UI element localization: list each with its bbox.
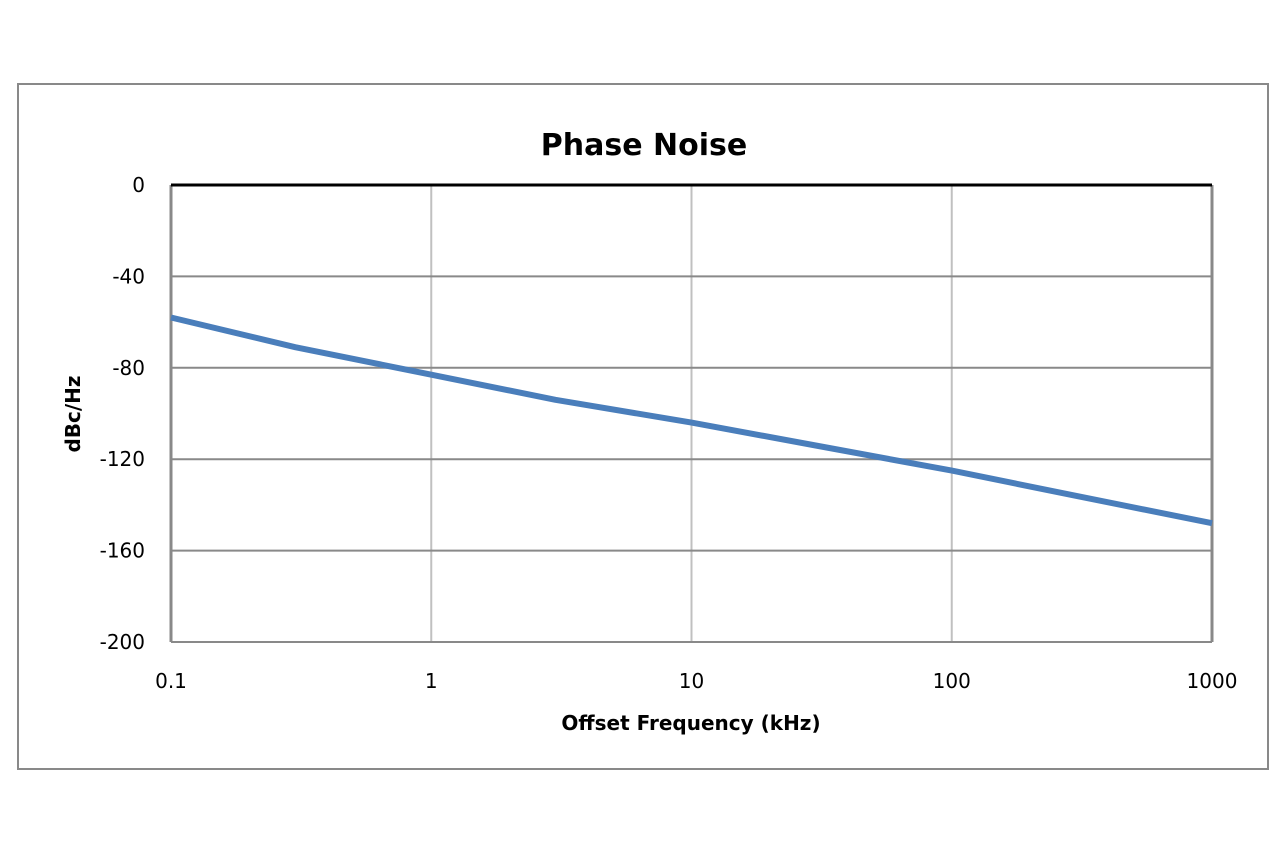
x-tick-label: 1: [425, 669, 438, 693]
y-tick-label: -80: [112, 356, 145, 380]
y-axis-label: dBc/Hz: [61, 375, 85, 452]
y-tick-label: -40: [112, 264, 145, 288]
gridlines: [171, 185, 1212, 643]
y-tick-label: -160: [100, 539, 145, 563]
x-tick-label: 10: [679, 669, 704, 693]
y-tick-label: 0: [132, 173, 145, 197]
chart-frame: [17, 83, 1269, 770]
x-axis-label: Offset Frequency (kHz): [561, 711, 820, 735]
y-tick-label: -120: [100, 447, 145, 471]
tick-labels: 0.1 1 10 100 1000 0 -40 -80 -120 -160 -200: [100, 173, 1238, 693]
y-tick-label: -200: [100, 630, 145, 654]
x-tick-label: 0.1: [155, 669, 187, 693]
x-tick-label: 1000: [1187, 669, 1238, 693]
data-series-line: [170, 314, 1213, 527]
chart-title: Phase Noise: [540, 128, 748, 163]
x-tick-label: 100: [933, 669, 971, 693]
axes: [169, 183, 1214, 643]
